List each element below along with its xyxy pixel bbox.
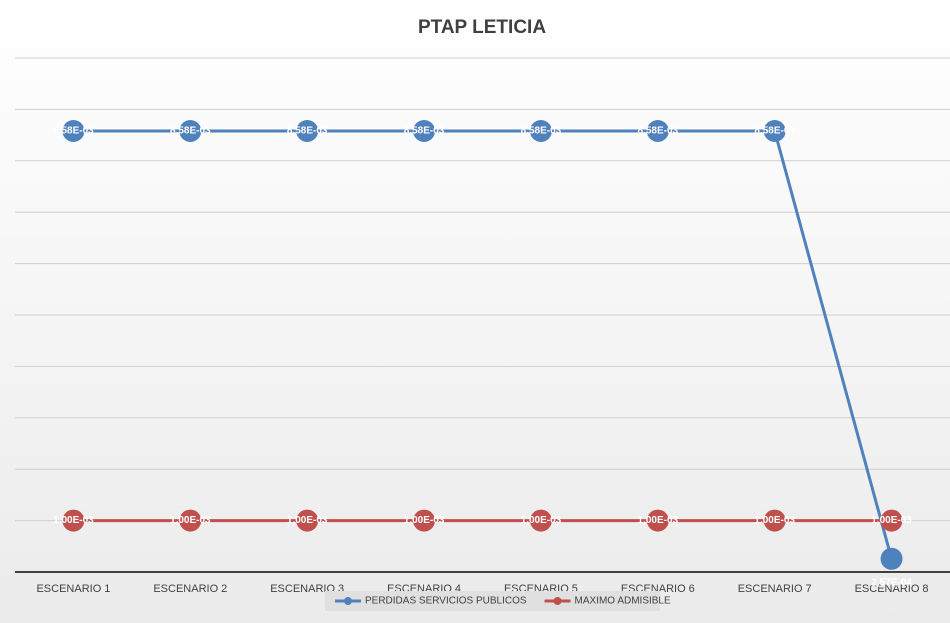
data-label: 1,00E-03 (170, 515, 211, 526)
marker (763, 509, 786, 532)
data-label: 8,58E-03 (404, 126, 445, 137)
data-label: 8,58E-03 (170, 126, 211, 137)
marker (646, 119, 669, 142)
marker (880, 547, 903, 570)
marker (179, 119, 202, 142)
legend-label: MAXIMO ADMISIBLE (575, 596, 671, 607)
marker (763, 119, 786, 142)
data-label: 8,58E-03 (754, 126, 795, 137)
legend-marker (553, 597, 562, 605)
marker (179, 509, 202, 532)
data-label: 1,00E-03 (53, 515, 94, 526)
legend-box (325, 591, 660, 611)
data-label: 1,00E-03 (871, 515, 912, 526)
marker (62, 119, 85, 142)
data-label: 8,58E-03 (287, 126, 328, 137)
marker (646, 509, 669, 532)
data-label: 8,58E-03 (638, 126, 679, 137)
data-label: 1,00E-03 (287, 515, 328, 526)
marker (413, 119, 436, 142)
data-label: 1,00E-03 (638, 515, 679, 526)
marker (880, 509, 903, 532)
data-label: 8,58E-03 (521, 126, 562, 137)
legend-label: PERDIDAS SERVICIOS PUBLICOS (365, 596, 527, 607)
marker (296, 509, 319, 532)
series-line (73, 129, 894, 560)
data-label: 2,57E-04 (871, 577, 912, 588)
marker (529, 509, 552, 532)
data-label: 1,00E-03 (521, 515, 562, 526)
data-label: 1,00E-03 (404, 515, 445, 526)
marker (529, 119, 552, 142)
marker (296, 119, 319, 142)
x-tick-label: ESCENARIO 7 (738, 583, 812, 595)
marker (413, 509, 436, 532)
x-tick-label: ESCENARIO 8 (855, 583, 929, 595)
data-label: 8,58E-03 (53, 126, 94, 137)
x-tick-label: ESCENARIO 2 (153, 583, 227, 595)
legend-marker (344, 597, 352, 605)
marker (62, 509, 85, 532)
data-label: 1,00E-03 (754, 515, 795, 526)
chart-title: PTAP LETICIA (418, 17, 546, 38)
x-tick-label: ESCENARIO 1 (36, 583, 110, 595)
